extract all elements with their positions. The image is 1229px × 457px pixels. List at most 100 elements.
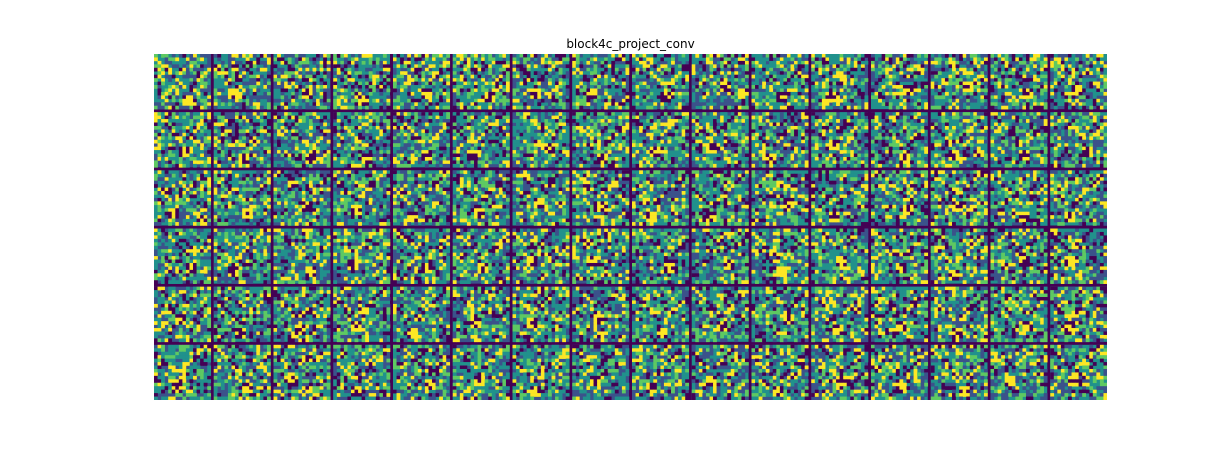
tile-pixel [611, 54, 616, 58]
tile-pixel [516, 119, 520, 123]
tile-pixel [705, 125, 710, 130]
tile-pixel [730, 54, 735, 58]
tile-pixel [530, 95, 535, 100]
tile-pixel [804, 64, 809, 69]
tile-pixel [1001, 57, 1005, 62]
tile-pixel [621, 78, 626, 82]
tile-pixel [639, 98, 643, 103]
tile-pixel [1029, 67, 1034, 72]
tile-pixel [203, 102, 208, 107]
tile-pixel [635, 91, 640, 96]
tile-pixel [846, 67, 851, 72]
tile-pixel [312, 163, 317, 168]
tile-pixel [762, 122, 766, 127]
tile-pixel [695, 156, 700, 161]
tile-pixel [621, 98, 626, 103]
tile-pixel [171, 57, 176, 62]
tile-pixel [614, 125, 619, 130]
tile-pixel [755, 115, 759, 120]
tile-pixel [790, 115, 795, 120]
tile-pixel [200, 122, 204, 127]
tile-pixel [1089, 64, 1094, 69]
tile-pixel [189, 95, 194, 100]
tile-pixel [621, 125, 626, 130]
tile-pixel [266, 132, 271, 137]
tile-pixel [193, 57, 197, 62]
tile-pixel [917, 88, 921, 93]
tile-pixel [1025, 67, 1030, 72]
tile-pixel [572, 153, 577, 158]
tile-pixel [442, 64, 447, 69]
tile-pixel [259, 150, 264, 154]
tile-pixel [653, 71, 658, 75]
tile-pixel [382, 78, 387, 82]
tile-pixel [474, 81, 478, 86]
tile-pixel [973, 98, 978, 103]
tile-pixel [280, 112, 285, 116]
tile-pixel [495, 85, 500, 89]
tile-pixel [235, 136, 239, 141]
tile-pixel [702, 85, 707, 89]
tile-pixel [245, 132, 250, 137]
tile-pixel [850, 67, 855, 72]
tile-pixel [252, 85, 257, 89]
tile-pixel [625, 95, 630, 100]
tile-pixel [579, 143, 584, 147]
tile-pixel [604, 67, 609, 72]
tile-pixel [298, 105, 303, 110]
tile-pixel [375, 132, 380, 137]
tile-pixel [705, 146, 710, 151]
tile-pixel [323, 88, 328, 93]
tile-pixel [175, 105, 180, 110]
tile-pixel [350, 54, 355, 58]
tile-pixel [168, 67, 173, 72]
tile-pixel [526, 160, 531, 165]
tile-pixel [414, 115, 419, 120]
tile-pixel [821, 60, 826, 65]
tile-pixel [698, 60, 703, 65]
tile-pixel [713, 122, 717, 127]
tile-pixel [442, 163, 447, 168]
tile-pixel [1022, 88, 1027, 93]
tile-pixel [537, 136, 542, 141]
tile-pixel [642, 146, 647, 151]
tile-pixel [382, 71, 387, 75]
tile-pixel [572, 81, 577, 86]
tile-pixel [1057, 78, 1062, 82]
tile-pixel [242, 143, 246, 147]
tile-pixel [635, 95, 640, 100]
tile-pixel [319, 156, 324, 161]
tile-pixel [277, 57, 281, 62]
tile-pixel [1029, 71, 1034, 75]
tile-pixel [470, 125, 475, 130]
tile-pixel [786, 102, 791, 107]
tile-pixel [727, 67, 732, 72]
tile-pixel [277, 78, 281, 82]
tile-pixel [326, 150, 331, 154]
tile-pixel [607, 129, 612, 134]
tile-pixel [547, 98, 552, 103]
tile-pixel [154, 105, 158, 110]
tile-pixel [948, 57, 953, 62]
tile-pixel [727, 54, 732, 58]
tile-pixel [674, 136, 679, 141]
tile-pixel [410, 102, 415, 107]
tile-pixel [716, 136, 721, 141]
tile-pixel [899, 78, 904, 82]
tile-pixel [382, 67, 387, 72]
tile-pixel [540, 98, 545, 103]
tile-pixel [910, 67, 914, 72]
tile-pixel [488, 160, 493, 165]
tile-pixel [502, 136, 507, 141]
tile-pixel [291, 102, 296, 107]
tile-pixel [540, 146, 545, 151]
tile-pixel [340, 67, 345, 72]
tile-pixel [393, 85, 397, 89]
tile-pixel [649, 78, 654, 82]
tile-pixel [161, 81, 165, 86]
tile-pixel [579, 112, 584, 116]
tile-pixel [786, 74, 791, 79]
tile-pixel [727, 102, 732, 107]
tile-pixel [238, 119, 243, 123]
tile-pixel [235, 78, 239, 82]
